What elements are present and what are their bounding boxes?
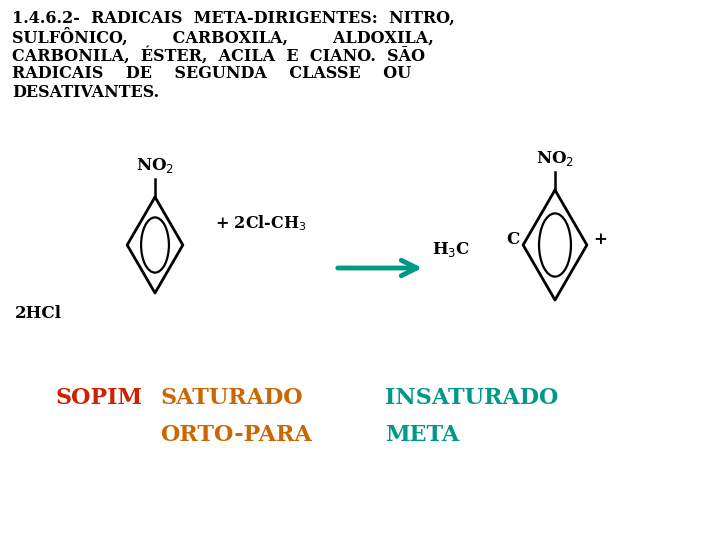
Text: RADICAIS    DE    SEGUNDA    CLASSE    OU: RADICAIS DE SEGUNDA CLASSE OU	[12, 65, 411, 83]
Text: C: C	[506, 232, 519, 248]
Text: SATURADO: SATURADO	[160, 387, 302, 409]
Text: CARBONILA,  ÉSTER,  ACILA  E  CIANO.  SÃO: CARBONILA, ÉSTER, ACILA E CIANO. SÃO	[12, 47, 425, 65]
Text: 1.4.6.2-  RADICAIS  META-DIRIGENTES:  NITRO,: 1.4.6.2- RADICAIS META-DIRIGENTES: NITRO…	[12, 10, 455, 27]
Text: META: META	[385, 424, 459, 446]
Text: ORTO-PARA: ORTO-PARA	[160, 424, 312, 446]
Text: DESATIVANTES.: DESATIVANTES.	[12, 84, 159, 101]
Text: 2HCl: 2HCl	[15, 305, 62, 322]
Text: H$_3$C: H$_3$C	[432, 240, 470, 260]
Text: + 2Cl-CH$_3$: + 2Cl-CH$_3$	[215, 213, 307, 233]
Text: SOPIM: SOPIM	[55, 387, 142, 409]
Text: NO$_2$: NO$_2$	[136, 156, 174, 175]
Text: SULFÔNICO,        CARBOXILA,        ALDOXILA,: SULFÔNICO, CARBOXILA, ALDOXILA,	[12, 29, 433, 47]
Text: NO$_2$: NO$_2$	[536, 149, 574, 168]
Text: INSATURADO: INSATURADO	[385, 387, 559, 409]
Text: +: +	[593, 232, 607, 248]
